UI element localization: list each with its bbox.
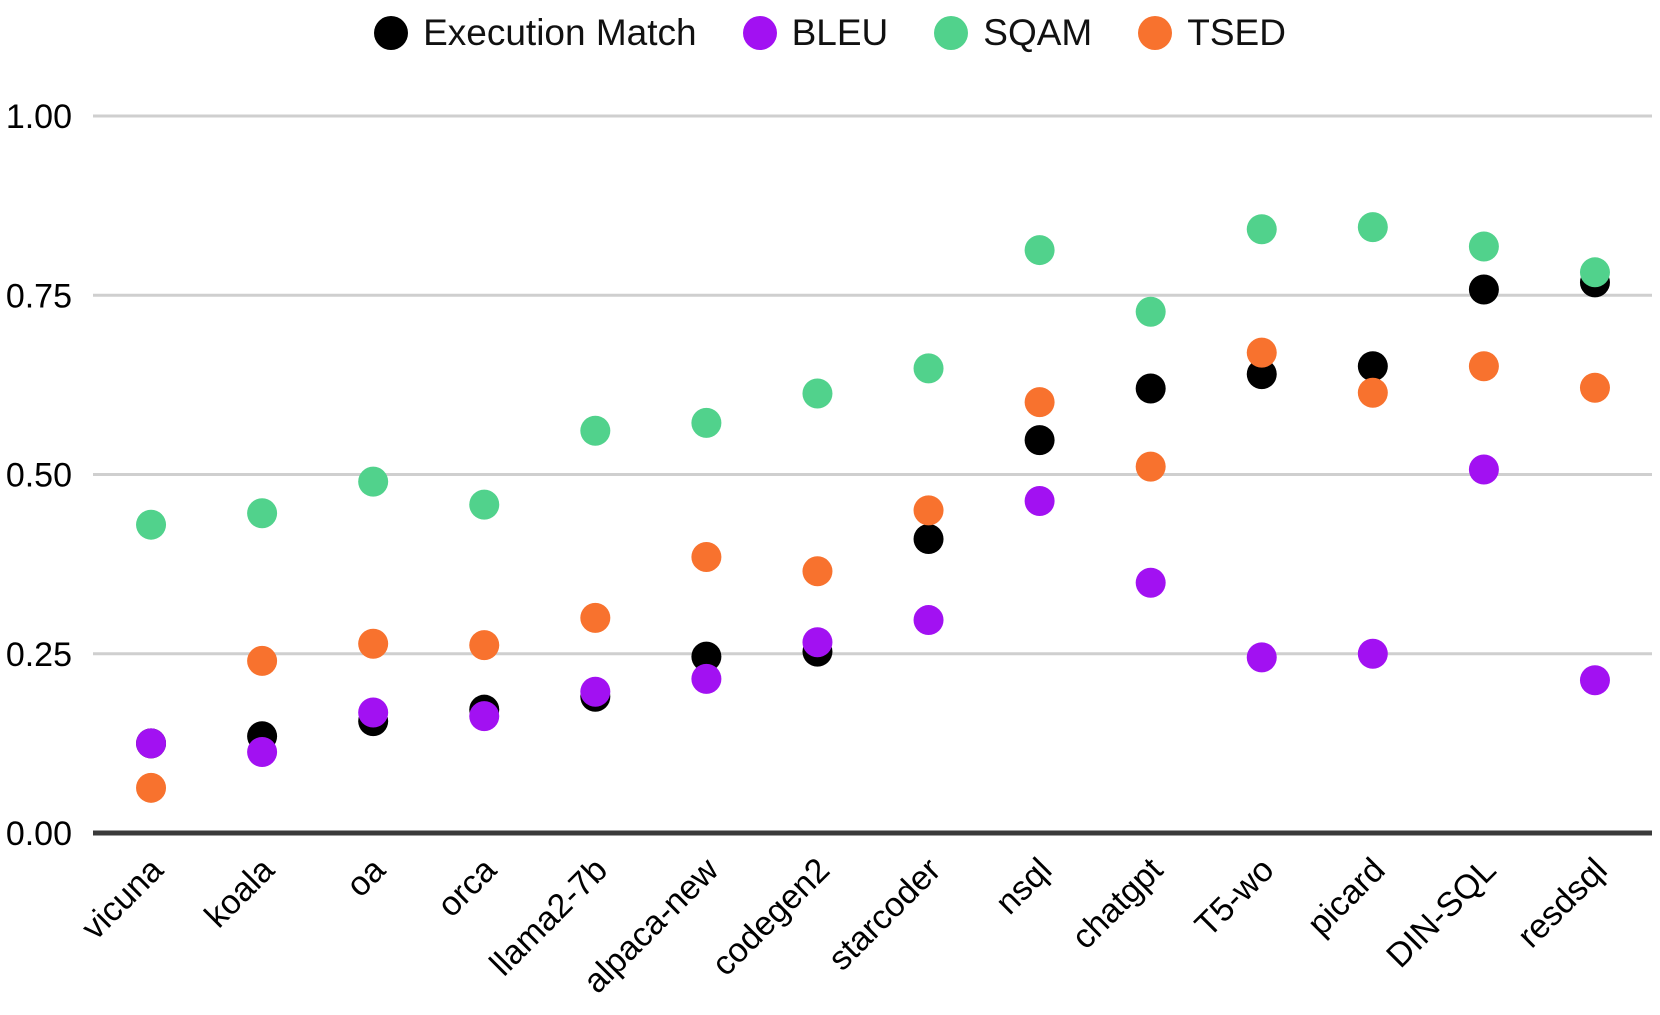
data-point xyxy=(691,663,722,694)
x-tick-label: resdsql xyxy=(1510,851,1614,955)
series-tsed xyxy=(136,337,1610,803)
data-point xyxy=(1468,274,1499,305)
data-point xyxy=(802,378,833,409)
x-tick-label: DIN-SQL xyxy=(1379,851,1503,975)
data-point xyxy=(469,489,500,520)
data-point xyxy=(913,353,944,384)
data-point xyxy=(358,466,389,497)
x-tick-label: T5-wo xyxy=(1188,851,1282,945)
data-point xyxy=(247,645,278,676)
x-tick-label: picard xyxy=(1300,851,1392,943)
y-tick-label: 0.75 xyxy=(6,277,72,315)
data-point xyxy=(1024,387,1055,418)
data-point xyxy=(1135,567,1166,598)
data-point xyxy=(913,495,944,526)
data-point xyxy=(358,697,389,728)
data-point xyxy=(1135,296,1166,327)
x-tick-label: oa xyxy=(339,851,393,905)
data-point xyxy=(913,524,944,555)
data-point xyxy=(913,605,944,636)
x-tick-label: nsql xyxy=(988,851,1059,922)
data-point xyxy=(1468,231,1499,262)
data-point xyxy=(1357,212,1388,243)
y-tick-label: 1.00 xyxy=(6,98,72,136)
data-point xyxy=(358,628,389,659)
data-point xyxy=(1357,377,1388,408)
data-point xyxy=(1135,373,1166,404)
data-point xyxy=(1246,214,1277,245)
data-point xyxy=(802,627,833,658)
series-sqam xyxy=(136,212,1610,540)
data-point xyxy=(1579,372,1610,403)
data-point xyxy=(247,736,278,767)
data-point xyxy=(1579,257,1610,288)
data-point xyxy=(691,541,722,572)
y-tick-label: 0.00 xyxy=(6,815,72,853)
data-point xyxy=(247,498,278,529)
data-point xyxy=(1468,454,1499,485)
data-point xyxy=(136,772,167,803)
x-tick-label: koala xyxy=(197,851,281,935)
series-execution-match xyxy=(136,267,1610,759)
data-point xyxy=(136,728,167,759)
data-point xyxy=(1024,235,1055,266)
x-tick-label: starcoder xyxy=(821,851,948,978)
data-point xyxy=(1246,337,1277,368)
data-point xyxy=(1357,638,1388,669)
series-bleu xyxy=(136,454,1610,767)
x-tick-label: codegen2 xyxy=(705,851,837,983)
data-point xyxy=(1246,642,1277,673)
data-point xyxy=(469,630,500,661)
data-point xyxy=(1468,351,1499,382)
data-point xyxy=(580,602,611,633)
x-tick-label: chatgpt xyxy=(1065,850,1171,956)
data-point xyxy=(1357,351,1388,382)
x-tick-label: orca xyxy=(430,851,504,925)
data-point xyxy=(136,509,167,540)
x-tick-label: vicuna xyxy=(74,851,170,947)
data-point xyxy=(1024,425,1055,456)
data-point xyxy=(1024,486,1055,517)
data-point xyxy=(691,641,722,672)
data-point xyxy=(691,407,722,438)
data-point xyxy=(802,556,833,587)
data-point xyxy=(580,415,611,446)
data-point xyxy=(1579,665,1610,696)
data-point xyxy=(1246,359,1277,390)
y-tick-label: 0.25 xyxy=(6,636,72,674)
data-point xyxy=(580,676,611,707)
y-tick-label: 0.50 xyxy=(6,457,72,495)
data-point xyxy=(469,701,500,732)
data-point xyxy=(1135,451,1166,482)
